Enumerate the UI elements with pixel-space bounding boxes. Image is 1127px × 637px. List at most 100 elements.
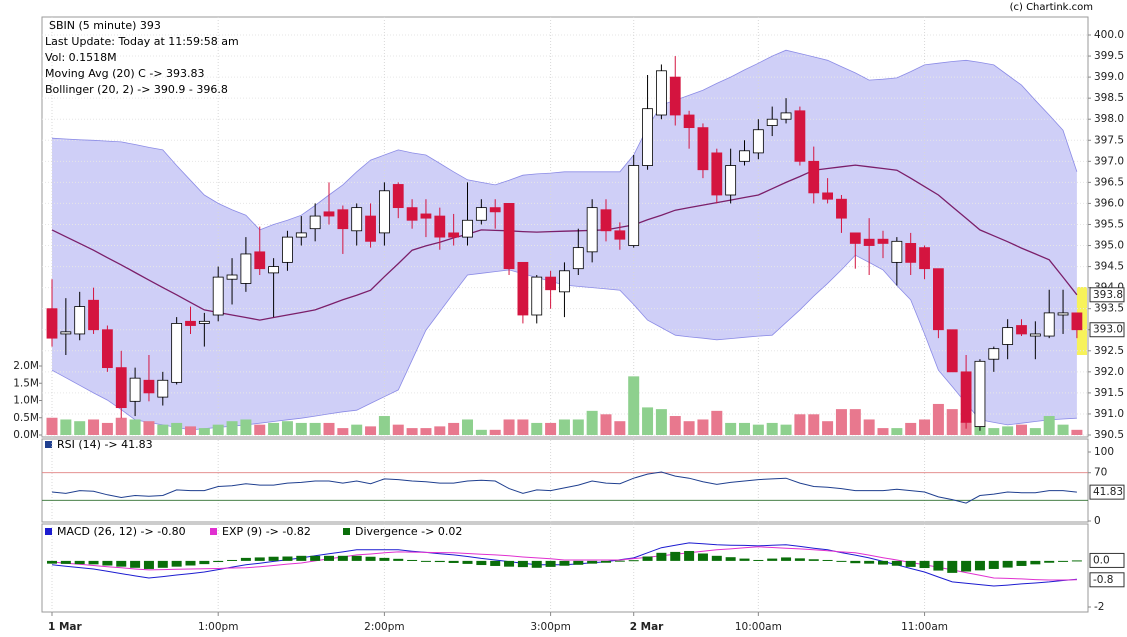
divergence-bar	[864, 560, 875, 564]
candle-body	[863, 238, 875, 246]
volume-bar	[295, 422, 307, 435]
candle-body	[683, 114, 695, 129]
divergence-bar	[961, 560, 972, 572]
divergence-bar	[365, 556, 376, 561]
candle-body	[489, 207, 501, 213]
volume-bar	[378, 416, 390, 435]
volume-bar	[101, 422, 113, 435]
x-tick-label: 11:00am	[901, 621, 948, 633]
y-tick-label: 393.5	[1094, 303, 1124, 315]
candle-body	[434, 215, 446, 238]
y-tick-label: 398.0	[1094, 113, 1124, 125]
volume-bar	[309, 422, 321, 435]
candle-body	[475, 207, 487, 221]
volume-bar	[531, 422, 543, 435]
candle-body	[129, 377, 141, 402]
divergence-bar	[185, 560, 196, 566]
value-box	[1089, 322, 1125, 338]
y-tick-label: 390.5	[1094, 429, 1124, 441]
candle-body	[656, 70, 667, 116]
volume-bar	[614, 421, 626, 435]
legend-swatch	[210, 528, 217, 535]
divergence-bar	[393, 558, 404, 561]
divergence-bar	[545, 560, 556, 567]
y-tick-label: 397.5	[1094, 134, 1124, 146]
candle-body	[268, 266, 280, 274]
value-box	[1089, 484, 1125, 500]
candle-body	[780, 112, 792, 120]
divergence-bar	[1071, 560, 1082, 562]
x-tick-label: 10:00am	[735, 621, 782, 633]
divergence-bar	[504, 560, 515, 567]
candle-body	[752, 129, 764, 154]
volume-bar	[725, 422, 737, 435]
candle-body	[808, 160, 820, 194]
volume-bar	[434, 426, 446, 435]
divergence-bar	[753, 559, 764, 561]
volume-bar	[1043, 416, 1055, 435]
divergence-bar	[102, 560, 113, 566]
candle-body	[1071, 312, 1083, 331]
divergence-bar	[420, 560, 431, 562]
candle-body	[1043, 312, 1055, 337]
volume-bar	[198, 428, 210, 435]
value-box-label: 0.0	[1093, 554, 1110, 566]
divergence-bar	[850, 560, 861, 564]
candle-body	[351, 207, 363, 232]
volume-bar	[406, 428, 418, 435]
volume-bar	[739, 422, 750, 435]
divergence-bar	[116, 560, 127, 567]
candle-body	[822, 192, 833, 200]
value-box-label: 41.83	[1093, 486, 1123, 498]
volume-bar	[891, 428, 903, 435]
credit: (c) Chartink.com	[1010, 2, 1093, 13]
y-tick-label: 392.0	[1094, 366, 1124, 378]
candle-body	[794, 110, 806, 162]
candle-body	[669, 76, 681, 116]
volume-bar	[226, 421, 238, 435]
divergence-bar	[476, 560, 487, 566]
x-tick-label: 2:00pm	[364, 621, 404, 633]
divergence-bar	[697, 553, 708, 561]
x-tick-label: 3:00pm	[530, 621, 570, 633]
volume-bar	[697, 419, 709, 435]
divergence-bar	[407, 559, 418, 561]
divergence-bar	[656, 552, 667, 561]
divergence-bar	[808, 559, 819, 561]
y-tick-label: 391.5	[1094, 387, 1124, 399]
divergence-bar	[822, 559, 833, 561]
divergence-bar	[878, 560, 888, 565]
divergence-bar	[199, 560, 210, 565]
divergence-bar	[337, 555, 348, 561]
divergence-bar	[642, 556, 653, 561]
volume-bar	[586, 410, 598, 435]
volume-bar	[281, 421, 293, 435]
candle-body	[60, 331, 72, 335]
volume-bar	[503, 419, 515, 435]
divergence-bar	[670, 551, 681, 561]
candle-body	[586, 207, 598, 253]
annotation: Moving Avg (20) C -> 393.83	[45, 67, 205, 80]
candle-body	[254, 251, 266, 270]
y2-tick-label: 1.0M	[13, 395, 39, 407]
y2-tick-label: 0.0M	[13, 429, 39, 441]
candle-body	[226, 274, 238, 280]
candle-body	[46, 308, 58, 339]
volume-bar	[185, 426, 196, 435]
divergence-bar	[905, 560, 916, 567]
divergence-bar	[1058, 560, 1069, 562]
volume-bar	[835, 409, 847, 435]
value-box-label: -0.8	[1093, 574, 1114, 586]
divergence-bar	[1030, 560, 1041, 565]
volume-bar	[143, 421, 155, 435]
divergence-bar	[601, 560, 611, 563]
y-tick-label: 392.5	[1094, 345, 1124, 357]
volume-bar	[628, 376, 640, 435]
volume-bar	[268, 422, 280, 435]
volume-bar	[863, 419, 875, 435]
divergence-bar	[559, 560, 570, 566]
candle-body	[628, 165, 640, 246]
indicator-line	[51, 471, 1077, 504]
divergence-bar	[587, 560, 598, 564]
legend-label: EXP (9) -> -0.82	[222, 525, 311, 538]
